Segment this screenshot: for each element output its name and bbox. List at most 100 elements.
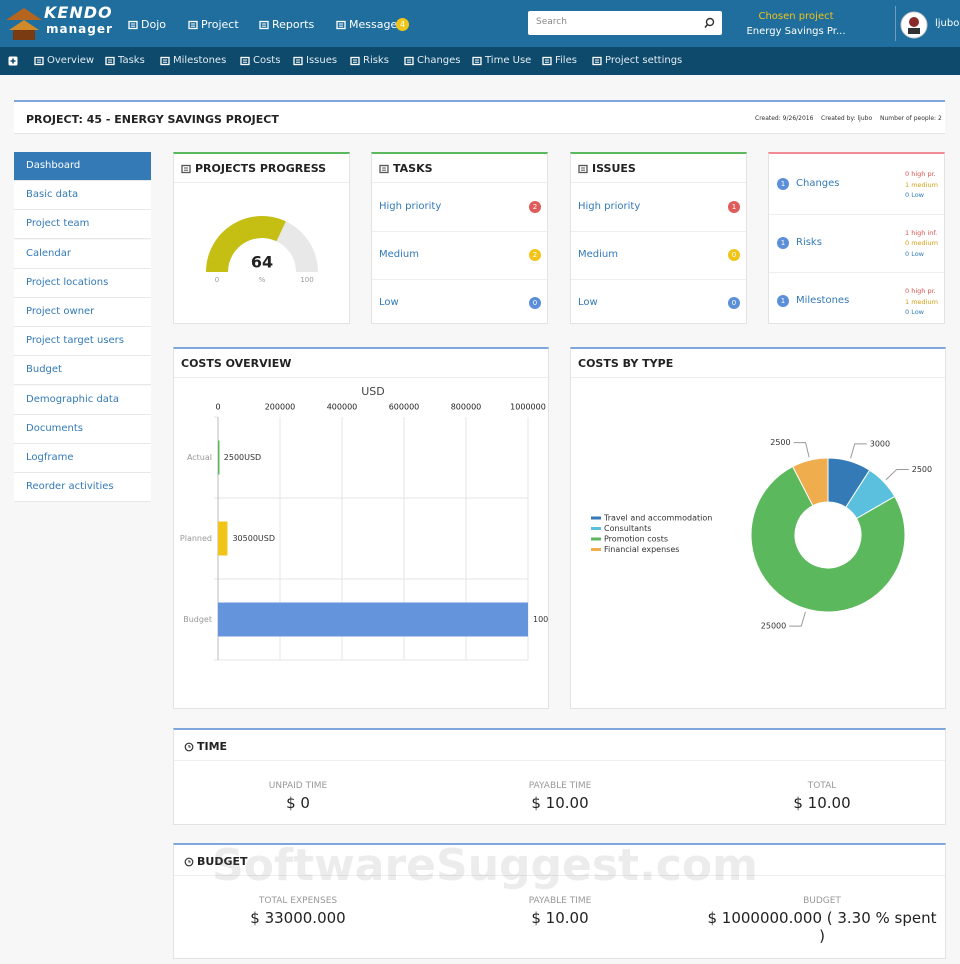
icon-shape <box>293 56 303 66</box>
sidebar-item[interactable]: Basic data <box>14 181 151 211</box>
add-icon <box>8 56 18 66</box>
logo-base <box>13 30 35 40</box>
row-label[interactable]: High priority <box>379 201 442 212</box>
icon <box>181 164 191 174</box>
subnav-item[interactable]: Risks <box>363 55 389 66</box>
sidebar-item[interactable]: Project owner <box>14 298 151 327</box>
sidebar-item[interactable]: Logframe <box>14 444 151 473</box>
search-icon <box>704 17 715 29</box>
sidebar-item[interactable]: Project locations <box>14 268 151 298</box>
slice-label: 3000 <box>870 439 890 448</box>
card-title: PROJECTS PROGRESS <box>195 162 327 175</box>
value-label: 1000000USD <box>533 615 548 624</box>
clock-shape <box>188 860 191 863</box>
leader-line <box>850 443 867 459</box>
legend-swatch <box>591 516 601 520</box>
count-badge: 1 <box>777 236 789 249</box>
nav-item[interactable]: Messages <box>349 18 403 31</box>
sidebar-item[interactable]: Dashboard <box>14 152 151 181</box>
costs-type-card: COSTS BY TYPE 3000 2500 25000 2500 Travel and… <box>570 347 946 709</box>
sidebar-label: Project team <box>26 218 90 230</box>
icon-shape <box>336 20 346 30</box>
subnav-item[interactable]: Files <box>555 55 577 66</box>
subnav-item[interactable]: Issues <box>306 55 338 66</box>
project-title: PROJECT: 45 - ENERGY SAVINGS PROJECT <box>26 113 279 126</box>
nav-item[interactable]: Project <box>201 18 239 31</box>
summary-line: 0 Low <box>905 191 925 199</box>
icon <box>259 20 269 30</box>
clock-shape <box>184 857 194 867</box>
card-title-rule <box>174 760 945 761</box>
row-label[interactable]: Low <box>578 297 598 308</box>
subnav-item[interactable]: Costs <box>253 55 281 66</box>
card-title-rule <box>174 377 548 378</box>
sidebar-item[interactable]: Calendar <box>14 239 151 269</box>
row-label[interactable]: Low <box>379 297 399 308</box>
sidebar-item[interactable]: Demographic data <box>14 385 151 415</box>
stat-value: $ 10.00 <box>793 794 851 812</box>
pie-chart: 3000 2500 25000 2500 Travel and accommodatio… <box>591 438 932 631</box>
logo-roof <box>9 20 39 30</box>
project-meta: Created by: ljubo <box>821 115 873 122</box>
icon-shape <box>160 56 170 66</box>
icon <box>105 56 115 66</box>
gauge-value: 64 <box>251 253 273 272</box>
gauge-max: 100 <box>300 276 313 284</box>
card-title: TASKS <box>393 162 433 175</box>
subnav-item[interactable]: Overview <box>47 55 95 66</box>
sidebar-item[interactable]: Project target users <box>14 327 151 357</box>
stat-label: BUDGET <box>803 896 841 906</box>
row-label[interactable]: Changes <box>796 178 840 189</box>
icon-shape <box>259 20 269 30</box>
leader-line <box>789 611 806 627</box>
legend-label: Travel and accommodation <box>603 514 712 523</box>
card-title: TIME <box>197 740 228 753</box>
count-badge: 1 <box>777 178 789 190</box>
stat-value: $ 10.00 <box>531 794 589 812</box>
row-label[interactable]: Medium <box>578 249 618 260</box>
row-rule <box>769 272 944 273</box>
count-badge: 2 <box>529 249 541 261</box>
nav-item[interactable]: Dojo <box>141 18 166 31</box>
count-badge: 0 <box>728 297 740 309</box>
nav-item[interactable]: Reports <box>272 18 315 31</box>
clock-icon <box>184 857 194 867</box>
summary-line: 0 high pr. <box>905 170 936 178</box>
sidebar-item[interactable]: Documents <box>14 414 151 444</box>
icon <box>379 164 389 174</box>
stat-value: $ 33000.000 <box>250 909 346 927</box>
card-title: COSTS OVERVIEW <box>181 357 292 370</box>
subnav-item[interactable]: Time Use <box>485 55 532 66</box>
sidebar-item[interactable]: Project team <box>14 210 151 240</box>
sidebar-item[interactable]: Budget <box>14 356 151 386</box>
subnav-item[interactable]: Tasks <box>118 55 145 66</box>
count-badge: 2 <box>529 201 541 213</box>
subnav-item[interactable]: Milestones <box>173 55 227 66</box>
icon <box>578 164 588 174</box>
stat-value: $ 0 <box>286 794 310 812</box>
subnav-item[interactable]: Changes <box>417 55 461 66</box>
summary-line: 0 medium <box>905 239 938 247</box>
icon <box>188 20 198 30</box>
axis-title: USD <box>361 385 385 398</box>
logo-roof <box>6 8 42 20</box>
sidebar-item[interactable]: Reorder activities <box>14 473 151 503</box>
pie-slice <box>792 457 829 507</box>
row-label[interactable]: Milestones <box>796 295 850 306</box>
user-name[interactable]: ljubo <box>935 18 960 29</box>
clock-shape <box>188 745 191 748</box>
gauge-value-arc <box>206 215 286 272</box>
row-label[interactable]: Medium <box>379 249 419 260</box>
count-badge: 0 <box>529 297 541 309</box>
slice-label: 2500 <box>770 438 790 447</box>
row-label[interactable]: High priority <box>578 201 641 212</box>
row-label[interactable]: Risks <box>796 236 822 248</box>
subnav-item[interactable]: Project settings <box>605 55 683 66</box>
icon-shape <box>404 56 414 66</box>
count-badge: 1 <box>728 201 740 213</box>
y-tick-label: Budget <box>183 615 212 624</box>
search-box[interactable]: Search <box>528 11 722 35</box>
project-meta: Number of people: 2 <box>880 115 942 122</box>
card-title: ISSUES <box>592 162 636 175</box>
clock-shape <box>184 742 194 752</box>
